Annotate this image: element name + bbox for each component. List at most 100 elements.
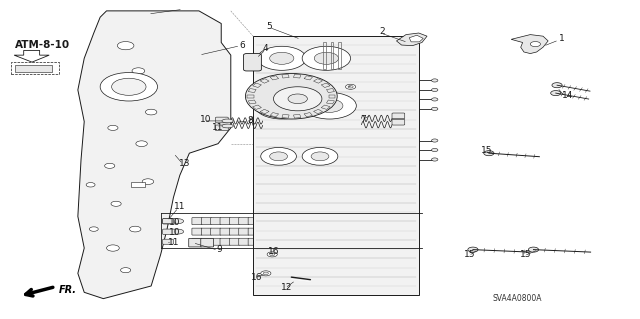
Circle shape <box>269 253 275 256</box>
Text: 10: 10 <box>169 218 180 227</box>
Text: 10: 10 <box>200 115 211 124</box>
FancyBboxPatch shape <box>312 238 322 245</box>
Circle shape <box>311 152 329 161</box>
FancyBboxPatch shape <box>312 229 322 236</box>
Circle shape <box>552 83 562 88</box>
FancyBboxPatch shape <box>293 219 303 226</box>
FancyBboxPatch shape <box>303 229 313 236</box>
Text: FR.: FR. <box>59 285 77 295</box>
FancyBboxPatch shape <box>192 228 202 235</box>
Circle shape <box>431 139 438 142</box>
FancyBboxPatch shape <box>189 238 202 247</box>
FancyBboxPatch shape <box>239 238 249 245</box>
FancyBboxPatch shape <box>382 132 394 140</box>
Circle shape <box>100 72 157 101</box>
FancyBboxPatch shape <box>332 122 342 128</box>
FancyBboxPatch shape <box>220 228 230 235</box>
Text: SVA4A0800A: SVA4A0800A <box>493 293 542 302</box>
FancyBboxPatch shape <box>284 238 294 245</box>
FancyBboxPatch shape <box>202 218 211 225</box>
FancyBboxPatch shape <box>192 238 202 245</box>
Ellipse shape <box>222 119 234 123</box>
Circle shape <box>431 158 438 161</box>
FancyBboxPatch shape <box>289 128 298 134</box>
Circle shape <box>106 245 119 251</box>
Circle shape <box>529 247 539 252</box>
Bar <box>294 74 301 78</box>
FancyBboxPatch shape <box>275 219 285 226</box>
Text: 9: 9 <box>216 245 222 254</box>
FancyBboxPatch shape <box>315 128 324 134</box>
Bar <box>270 76 278 80</box>
Circle shape <box>273 87 322 111</box>
FancyBboxPatch shape <box>265 219 275 226</box>
Circle shape <box>260 271 271 276</box>
Circle shape <box>303 93 356 119</box>
Bar <box>253 83 261 87</box>
Bar <box>11 62 59 74</box>
FancyBboxPatch shape <box>289 122 298 128</box>
Circle shape <box>468 247 478 252</box>
FancyBboxPatch shape <box>315 122 324 128</box>
FancyBboxPatch shape <box>239 218 249 225</box>
Circle shape <box>129 226 141 232</box>
Text: 11: 11 <box>168 238 179 247</box>
FancyBboxPatch shape <box>324 128 333 134</box>
Bar <box>326 89 335 93</box>
Circle shape <box>136 141 147 146</box>
FancyBboxPatch shape <box>361 140 372 147</box>
Circle shape <box>132 68 145 74</box>
Bar <box>15 65 52 71</box>
FancyBboxPatch shape <box>163 219 173 224</box>
FancyBboxPatch shape <box>163 229 175 234</box>
Text: 2: 2 <box>379 26 385 36</box>
Bar <box>260 109 269 114</box>
Bar <box>329 95 335 98</box>
FancyBboxPatch shape <box>216 125 228 131</box>
Ellipse shape <box>222 124 234 128</box>
Circle shape <box>346 84 356 89</box>
Text: 7: 7 <box>360 115 366 123</box>
Bar <box>323 42 326 69</box>
FancyBboxPatch shape <box>382 140 394 147</box>
Circle shape <box>531 41 540 47</box>
FancyBboxPatch shape <box>392 113 404 119</box>
Circle shape <box>257 46 306 70</box>
Circle shape <box>267 252 277 257</box>
FancyBboxPatch shape <box>271 122 281 128</box>
FancyBboxPatch shape <box>220 218 230 225</box>
Circle shape <box>260 147 296 165</box>
Bar <box>247 95 253 98</box>
FancyBboxPatch shape <box>293 229 303 236</box>
Text: 11: 11 <box>174 203 186 211</box>
Circle shape <box>111 201 121 206</box>
Polygon shape <box>253 36 419 295</box>
Text: 15: 15 <box>520 250 532 259</box>
Text: 15: 15 <box>464 250 476 259</box>
FancyBboxPatch shape <box>229 228 239 235</box>
FancyBboxPatch shape <box>280 128 290 134</box>
Polygon shape <box>511 34 548 54</box>
Circle shape <box>246 73 337 119</box>
FancyBboxPatch shape <box>229 218 239 225</box>
FancyBboxPatch shape <box>275 238 285 245</box>
Bar <box>248 100 256 104</box>
Bar <box>260 79 269 83</box>
Text: 16: 16 <box>268 247 280 256</box>
Text: 11: 11 <box>212 123 224 132</box>
FancyBboxPatch shape <box>298 128 307 134</box>
Circle shape <box>268 99 295 112</box>
Bar <box>314 79 323 83</box>
FancyBboxPatch shape <box>244 54 261 71</box>
FancyBboxPatch shape <box>229 238 239 245</box>
FancyBboxPatch shape <box>257 238 268 245</box>
Bar <box>326 100 335 104</box>
FancyBboxPatch shape <box>275 229 285 236</box>
FancyBboxPatch shape <box>163 239 173 244</box>
Text: 8: 8 <box>247 116 253 125</box>
FancyBboxPatch shape <box>280 122 290 128</box>
FancyBboxPatch shape <box>216 117 228 123</box>
FancyBboxPatch shape <box>211 228 221 235</box>
Text: 4: 4 <box>263 44 269 53</box>
FancyBboxPatch shape <box>392 119 404 125</box>
